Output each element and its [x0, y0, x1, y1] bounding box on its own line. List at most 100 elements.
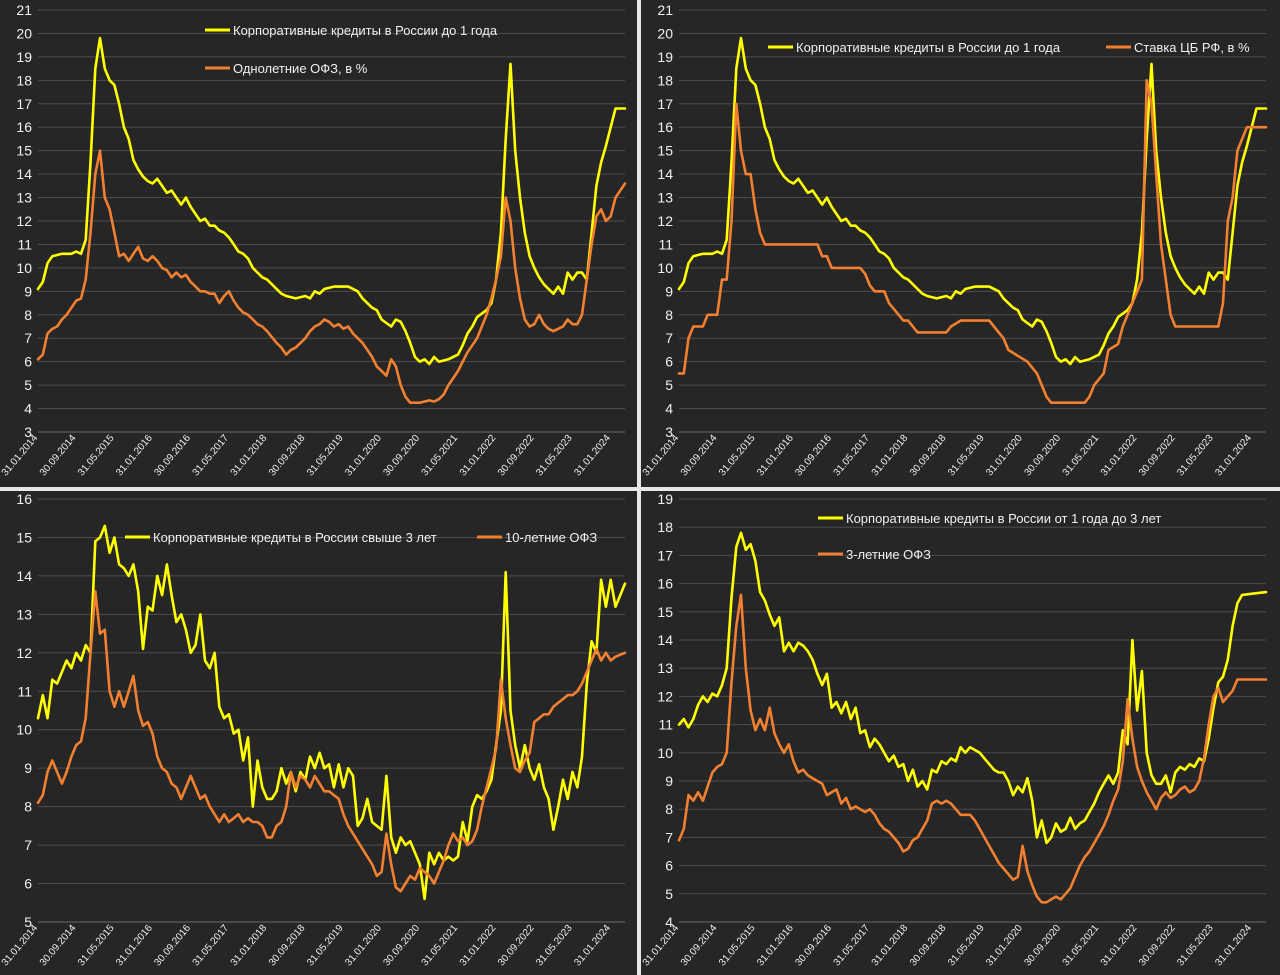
x-tick-label: 30.09.2014	[38, 923, 79, 969]
x-tick-label: 31.01.2016	[755, 433, 796, 479]
y-tick-label: 15	[657, 604, 673, 620]
x-tick-label: 30.09.2020	[1022, 433, 1063, 479]
x-tick-label: 31.01.2022	[1099, 433, 1140, 479]
x-tick-label: 31.01.2018	[870, 433, 911, 479]
y-tick-label: 16	[16, 119, 32, 135]
y-tick-label: 5	[24, 914, 32, 930]
y-tick-label: 9	[665, 283, 673, 299]
x-tick-label: 30.09.2014	[679, 433, 720, 479]
x-tick-label: 31.01.2020	[984, 433, 1025, 479]
x-tick-label: 30.09.2016	[793, 433, 834, 479]
y-tick-label: 7	[24, 837, 32, 853]
x-tick-label: 30.09.2018	[908, 923, 949, 969]
y-tick-label: 8	[665, 307, 673, 323]
x-tick-label: 31.01.2018	[229, 433, 270, 479]
series-line-0	[36, 36, 627, 366]
y-tick-label: 18	[16, 72, 32, 88]
y-tick-label: 13	[657, 190, 673, 206]
y-tick-label: 14	[16, 568, 32, 584]
y-tick-label: 19	[657, 49, 673, 65]
x-tick-label: 31.01.2024	[1213, 923, 1254, 969]
x-tick-label: 31.01.2024	[572, 923, 613, 969]
series-line-1	[36, 590, 627, 893]
y-tick-label: 11	[658, 236, 673, 252]
x-tick-label: 31.05.2019	[946, 923, 987, 969]
x-tick-label: 31.01.2016	[114, 923, 155, 969]
x-tick-label: 31.01.2024	[572, 433, 613, 479]
x-tick-label: 31.05.2023	[534, 923, 575, 969]
legend-label: Корпоративные кредиты в России до 1 года	[233, 23, 498, 38]
x-tick-label: 31.01.2020	[343, 433, 384, 479]
legend-label: 3-летние ОФЗ	[846, 547, 931, 562]
y-tick-label: 4	[665, 401, 673, 417]
chart-svg: 4567891011121314151617181931.01.201430.0…	[641, 491, 1268, 969]
x-tick-label: 31.05.2023	[1175, 923, 1216, 969]
x-tick-label: 30.09.2014	[679, 923, 720, 969]
y-tick-label: 5	[665, 377, 673, 393]
y-tick-label: 14	[657, 166, 673, 182]
legend-label: Корпоративные кредиты в России до 1 года	[796, 40, 1061, 55]
x-tick-label: 30.09.2016	[793, 923, 834, 969]
y-tick-label: 18	[657, 519, 673, 535]
x-tick-label: 31.01.2022	[458, 923, 499, 969]
y-tick-label: 11	[17, 236, 32, 252]
series-line-0	[36, 524, 627, 901]
y-tick-label: 18	[657, 72, 673, 88]
x-tick-label: 30.09.2022	[1137, 433, 1178, 479]
x-tick-label: 31.05.2015	[717, 923, 758, 969]
y-tick-label: 12	[16, 213, 32, 229]
y-tick-label: 12	[657, 213, 673, 229]
x-tick-label: 30.09.2018	[908, 433, 949, 479]
x-tick-label: 31.05.2021	[420, 923, 461, 969]
y-tick-label: 8	[24, 307, 32, 323]
x-tick-label: 31.05.2023	[1175, 433, 1216, 479]
y-tick-label: 16	[16, 491, 32, 507]
x-tick-label: 31.05.2015	[76, 923, 117, 969]
x-tick-label: 31.05.2017	[832, 433, 873, 479]
x-tick-label: 31.01.2018	[229, 923, 270, 969]
x-tick-label: 30.09.2020	[381, 433, 422, 479]
y-tick-label: 6	[665, 354, 673, 370]
legend-label: 10-летние ОФЗ	[505, 530, 597, 545]
y-tick-label: 4	[24, 401, 32, 417]
y-tick-label: 6	[24, 354, 32, 370]
x-tick-label: 31.01.2016	[114, 433, 155, 479]
y-tick-label: 17	[16, 96, 32, 112]
x-tick-label: 30.09.2020	[1022, 923, 1063, 969]
x-tick-label: 31.01.2014	[641, 433, 682, 479]
x-tick-label: 31.01.2016	[755, 923, 796, 969]
x-tick-label: 31.01.2018	[870, 923, 911, 969]
y-tick-label: 7	[24, 330, 32, 346]
y-tick-label: 8	[665, 801, 673, 817]
series-line-0	[677, 531, 1268, 845]
x-tick-label: 31.05.2021	[420, 433, 461, 479]
x-tick-label: 30.09.2022	[1137, 923, 1178, 969]
x-tick-label: 30.09.2016	[152, 923, 193, 969]
y-tick-label: 17	[657, 547, 673, 563]
x-tick-label: 31.05.2015	[717, 433, 758, 479]
y-tick-label: 20	[657, 25, 673, 41]
y-tick-label: 10	[657, 260, 673, 276]
legend-label: Корпоративные кредиты в России от 1 года…	[846, 511, 1161, 526]
y-tick-label: 3	[665, 424, 673, 440]
x-tick-label: 31.01.2022	[458, 433, 499, 479]
chart-svg: 567891011121314151631.01.201430.09.20143…	[0, 491, 627, 969]
y-tick-label: 14	[657, 632, 673, 648]
y-tick-label: 16	[657, 576, 673, 592]
x-tick-label: 30.09.2018	[267, 433, 308, 479]
x-tick-label: 31.01.2024	[1213, 433, 1254, 479]
x-tick-label: 30.09.2022	[496, 433, 537, 479]
x-tick-label: 31.05.2019	[305, 433, 346, 479]
x-tick-label: 31.05.2017	[191, 923, 232, 969]
y-tick-label: 15	[16, 143, 32, 159]
y-tick-label: 19	[657, 491, 673, 507]
x-tick-label: 31.05.2017	[832, 923, 873, 969]
y-tick-label: 10	[657, 745, 673, 761]
y-tick-label: 6	[24, 876, 32, 892]
y-tick-label: 13	[16, 606, 32, 622]
y-tick-label: 8	[24, 799, 32, 815]
y-tick-label: 6	[665, 858, 673, 874]
y-tick-label: 21	[16, 2, 32, 18]
x-tick-label: 30.09.2014	[38, 433, 79, 479]
y-tick-label: 4	[665, 914, 673, 930]
